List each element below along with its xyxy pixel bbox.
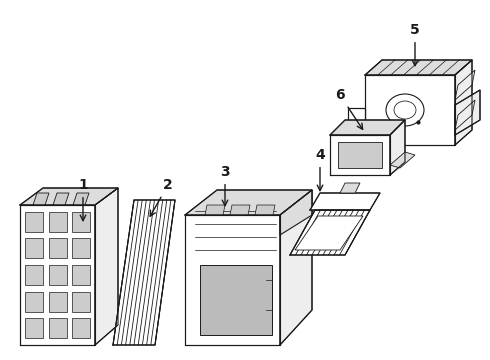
- Polygon shape: [295, 216, 363, 250]
- Polygon shape: [49, 265, 67, 285]
- Polygon shape: [95, 188, 118, 345]
- Polygon shape: [25, 318, 43, 338]
- Polygon shape: [185, 215, 280, 345]
- Polygon shape: [49, 212, 67, 232]
- Polygon shape: [72, 212, 90, 232]
- Text: 6: 6: [335, 88, 363, 129]
- Polygon shape: [455, 90, 480, 135]
- Polygon shape: [25, 212, 43, 232]
- Polygon shape: [72, 265, 90, 285]
- Polygon shape: [390, 152, 415, 168]
- Polygon shape: [25, 265, 43, 285]
- Polygon shape: [49, 318, 67, 338]
- Polygon shape: [340, 183, 360, 193]
- Polygon shape: [330, 120, 405, 135]
- Polygon shape: [290, 210, 370, 255]
- Polygon shape: [72, 238, 90, 258]
- Polygon shape: [280, 190, 312, 345]
- Polygon shape: [255, 205, 275, 215]
- Polygon shape: [390, 120, 405, 175]
- Polygon shape: [113, 200, 175, 345]
- Polygon shape: [49, 292, 67, 312]
- Polygon shape: [365, 75, 455, 145]
- Polygon shape: [365, 60, 472, 75]
- Polygon shape: [25, 292, 43, 312]
- Polygon shape: [455, 60, 472, 145]
- Polygon shape: [200, 265, 272, 335]
- Polygon shape: [72, 292, 90, 312]
- Text: 1: 1: [78, 178, 88, 221]
- Polygon shape: [455, 100, 475, 130]
- Polygon shape: [310, 193, 380, 210]
- Polygon shape: [230, 205, 250, 215]
- Polygon shape: [73, 193, 89, 205]
- Text: 3: 3: [220, 165, 230, 206]
- Text: 2: 2: [150, 178, 173, 216]
- Ellipse shape: [394, 101, 416, 119]
- Text: 4: 4: [315, 148, 325, 191]
- Polygon shape: [338, 142, 382, 168]
- Ellipse shape: [386, 94, 424, 126]
- Polygon shape: [330, 135, 390, 175]
- Polygon shape: [72, 318, 90, 338]
- Polygon shape: [53, 193, 69, 205]
- Polygon shape: [49, 238, 67, 258]
- Polygon shape: [205, 205, 225, 215]
- Polygon shape: [25, 238, 43, 258]
- Polygon shape: [455, 70, 475, 100]
- Text: 5: 5: [410, 23, 420, 66]
- Polygon shape: [280, 190, 312, 235]
- Polygon shape: [33, 193, 49, 205]
- Polygon shape: [20, 188, 118, 205]
- Polygon shape: [348, 108, 365, 138]
- Polygon shape: [185, 190, 312, 215]
- Polygon shape: [20, 205, 95, 345]
